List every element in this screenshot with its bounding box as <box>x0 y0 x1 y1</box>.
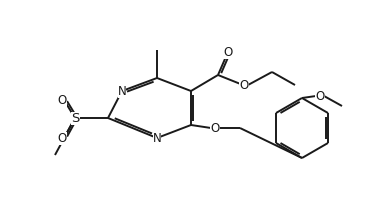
Text: O: O <box>210 122 220 134</box>
Text: N: N <box>152 131 161 145</box>
Text: O: O <box>223 46 233 58</box>
Text: O: O <box>57 131 67 145</box>
Text: O: O <box>57 93 67 107</box>
Text: S: S <box>71 111 79 125</box>
Text: O: O <box>315 89 325 103</box>
Text: N: N <box>118 85 126 97</box>
Text: O: O <box>239 78 249 91</box>
